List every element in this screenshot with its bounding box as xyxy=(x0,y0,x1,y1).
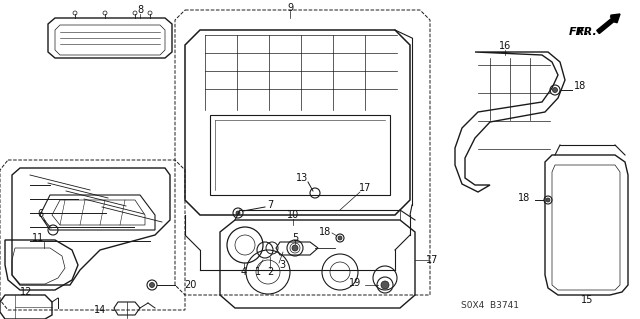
Circle shape xyxy=(552,87,557,93)
Text: 1: 1 xyxy=(255,267,261,277)
Text: 14: 14 xyxy=(94,305,106,315)
Text: FR.: FR. xyxy=(569,27,590,37)
Text: 2: 2 xyxy=(267,267,273,277)
Text: 5: 5 xyxy=(292,233,298,243)
Text: 19: 19 xyxy=(349,278,361,288)
Circle shape xyxy=(150,283,154,287)
Text: 17: 17 xyxy=(359,183,371,193)
Text: 12: 12 xyxy=(20,287,32,297)
Text: 18: 18 xyxy=(574,81,586,91)
Text: 11: 11 xyxy=(32,233,44,243)
Text: 10: 10 xyxy=(287,210,299,220)
Text: 20: 20 xyxy=(184,280,196,290)
Circle shape xyxy=(236,211,240,215)
Circle shape xyxy=(381,281,389,289)
Text: 13: 13 xyxy=(296,173,308,183)
Circle shape xyxy=(292,245,298,251)
Text: 15: 15 xyxy=(581,295,593,305)
Text: S0X4  B3741: S0X4 B3741 xyxy=(461,300,519,309)
Text: 16: 16 xyxy=(499,41,511,51)
Circle shape xyxy=(546,198,550,202)
Text: 9: 9 xyxy=(287,3,293,13)
Text: 18: 18 xyxy=(319,227,331,237)
Text: 17: 17 xyxy=(426,255,438,265)
Text: 4: 4 xyxy=(241,267,247,277)
Circle shape xyxy=(338,236,342,240)
Text: 3: 3 xyxy=(279,260,285,270)
Text: 18: 18 xyxy=(518,193,530,203)
Text: 8: 8 xyxy=(137,5,143,15)
Text: 6: 6 xyxy=(37,209,43,219)
Text: 7: 7 xyxy=(267,200,273,210)
FancyArrow shape xyxy=(596,14,620,33)
Text: FR.: FR. xyxy=(577,27,597,37)
